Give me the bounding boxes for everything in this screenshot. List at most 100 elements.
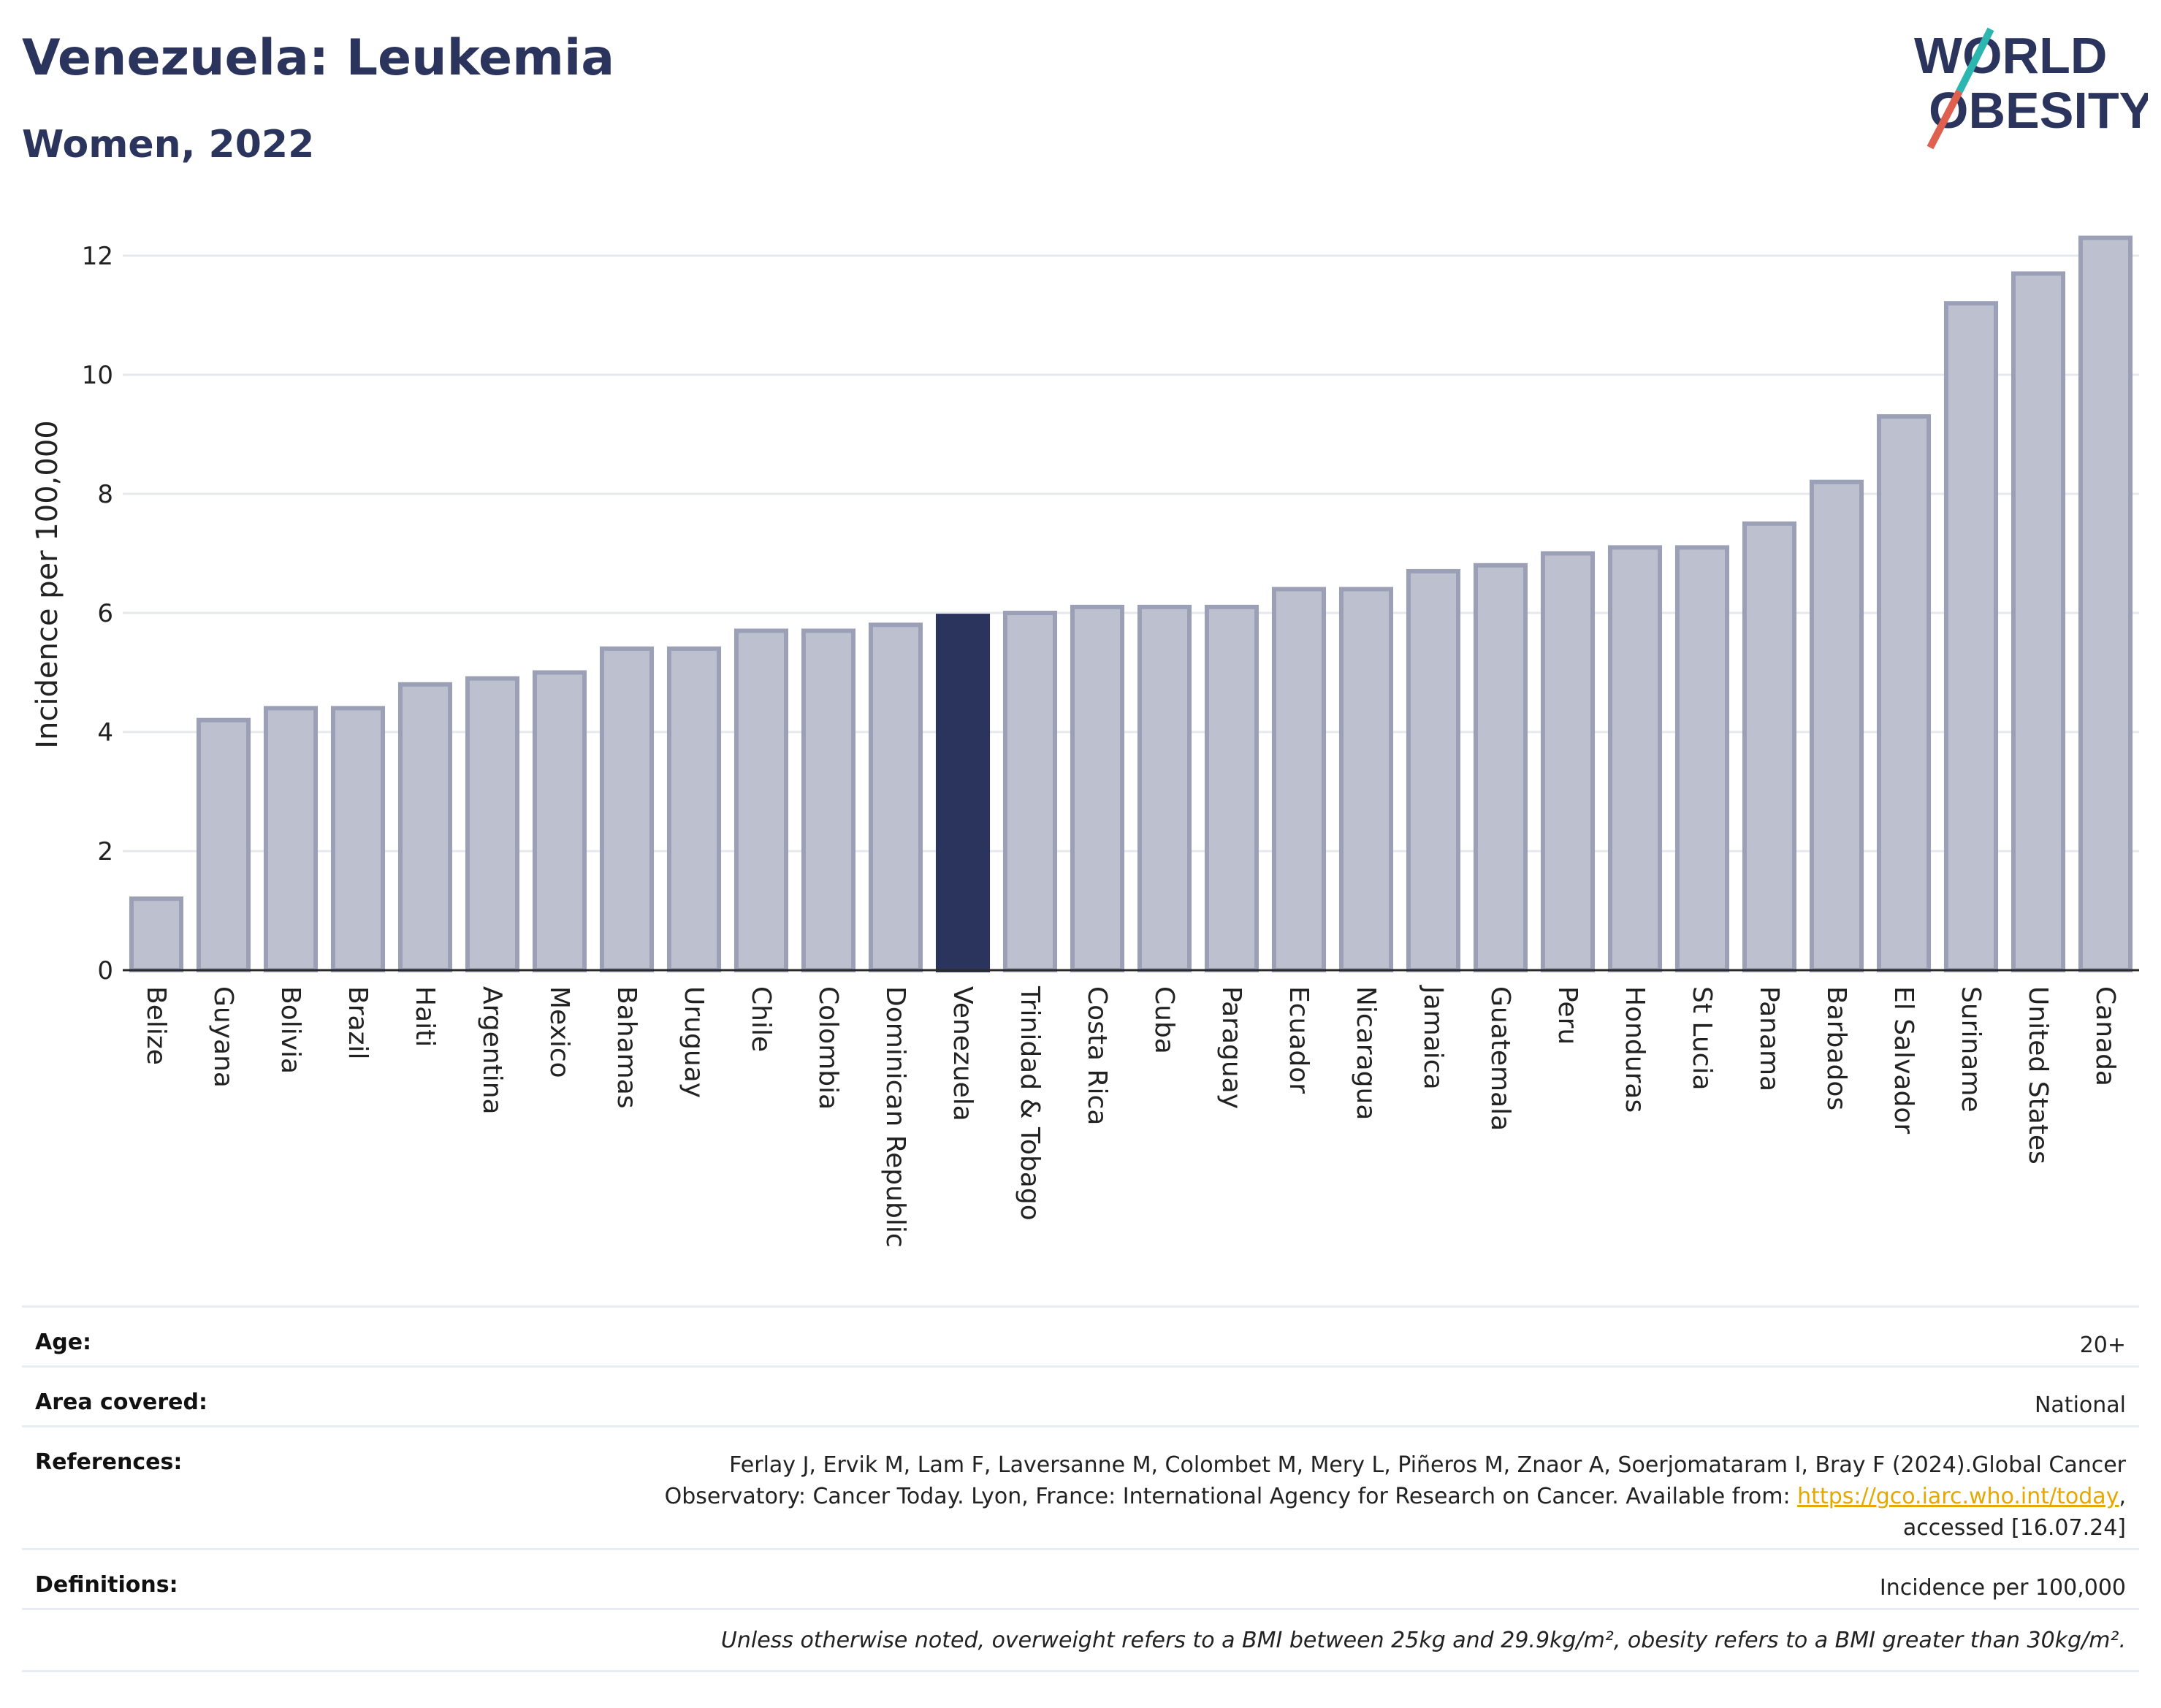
meta-divider xyxy=(22,1608,2139,1610)
definitions-label: Definitions: xyxy=(35,1572,178,1598)
references-label: References: xyxy=(35,1449,183,1475)
y-axis-ticks: 0 2 4 6 8 10 12 xyxy=(82,242,113,985)
bar-st-lucia xyxy=(1674,545,1730,972)
x-tick-label: Nicaragua xyxy=(1351,986,1381,1120)
x-tick-label: Venezuela xyxy=(948,986,977,1121)
meta-definitions-row: Definitions: Incidence per 100,000 xyxy=(22,1548,2139,1610)
age-label: Age: xyxy=(35,1330,92,1355)
x-tick-label: United States xyxy=(2023,986,2053,1164)
bar-argentina xyxy=(465,676,520,973)
footnote: Unless otherwise noted, overweight refer… xyxy=(720,1628,2126,1653)
bar-panama xyxy=(1742,521,1797,972)
meta-area-row: Area covered: National xyxy=(22,1365,2139,1427)
references-value: Ferlay J, Ervik M, Lam F, Laversanne M, … xyxy=(665,1449,2126,1544)
y-tick-label: 6 xyxy=(97,599,113,628)
bar-nicaragua xyxy=(1338,587,1394,972)
x-tick-label: El Salvador xyxy=(1889,986,1918,1134)
bottom-divider xyxy=(22,1670,2139,1672)
bars xyxy=(129,235,2133,973)
bar-paraguay xyxy=(1204,604,1259,972)
page-subtitle: Women, 2022 xyxy=(22,123,315,167)
y-axis-label: Incidence per 100,000 xyxy=(31,420,64,749)
x-tick-label: Cuba xyxy=(1149,986,1179,1054)
x-tick-label: Guatemala xyxy=(1485,986,1515,1131)
gridlines xyxy=(123,254,2139,853)
x-tick-label: Argentina xyxy=(477,986,507,1115)
bar-peru xyxy=(1540,551,1596,972)
bar-belize xyxy=(129,896,184,972)
x-tick-label: Belize xyxy=(141,986,171,1065)
y-tick-label: 8 xyxy=(97,480,113,509)
definitions-value: Incidence per 100,000 xyxy=(1879,1575,2126,1601)
x-tick-label: Bahamas xyxy=(611,986,641,1109)
x-tick-label: Paraguay xyxy=(1216,986,1246,1109)
bar-venezuela xyxy=(935,614,991,972)
bar-barbados xyxy=(1809,479,1864,972)
x-tick-label: Costa Rica xyxy=(1082,986,1112,1125)
x-tick-label: Colombia xyxy=(813,986,843,1110)
x-tick-label: Brazil xyxy=(343,986,373,1059)
references-link[interactable]: https://gco.iarc.who.int/today xyxy=(1797,1484,2119,1509)
bar-bolivia xyxy=(263,706,319,973)
x-tick-label: Panama xyxy=(1754,986,1784,1091)
references-line3: accessed [16.07.24] xyxy=(1902,1515,2126,1541)
y-tick-label: 4 xyxy=(97,718,113,747)
bar-suriname xyxy=(1943,301,1999,972)
x-tick-label: Haiti xyxy=(410,986,440,1047)
area-value: National xyxy=(2034,1392,2126,1418)
page-title: Venezuela: Leukemia xyxy=(22,29,615,87)
bar-costa-rica xyxy=(1070,604,1125,972)
x-tick-label: Barbados xyxy=(1821,986,1851,1110)
age-value: 20+ xyxy=(2079,1333,2126,1358)
x-tick-label: Dominican Republic xyxy=(880,986,910,1248)
bar-cuba xyxy=(1137,604,1192,972)
bar-dominican-republic xyxy=(868,622,923,972)
y-tick-label: 10 xyxy=(82,361,113,390)
bar-united-states xyxy=(2011,271,2066,972)
references-line1: Ferlay J, Ervik M, Lam F, Laversanne M, … xyxy=(729,1452,2126,1478)
logo-slash-red xyxy=(1926,89,1963,150)
meta-references-row: References: Ferlay J, Ervik M, Lam F, La… xyxy=(22,1425,2139,1550)
bar-ecuador xyxy=(1271,587,1327,972)
x-tick-label: Uruguay xyxy=(679,986,709,1098)
x-tick-label: Chile xyxy=(746,986,776,1052)
bar-chart: 0 2 4 6 8 10 12 Belize Guyana Bolivia Brazil Haiti… xyxy=(31,235,2139,1248)
references-line2-comma: , xyxy=(2119,1484,2126,1509)
bar-haiti xyxy=(397,682,453,972)
logo-line1: WORLD xyxy=(1914,27,2107,84)
bar-canada xyxy=(2078,235,2133,972)
bar-guatemala xyxy=(1473,563,1528,972)
bar-honduras xyxy=(1607,545,1663,972)
x-tick-label: Canada xyxy=(2090,986,2120,1086)
bar-el-salvador xyxy=(1876,414,1932,972)
y-tick-label: 12 xyxy=(82,242,113,271)
bar-brazil xyxy=(330,706,386,973)
references-line2-text: Observatory: Cancer Today. Lyon, France:… xyxy=(664,1484,1798,1509)
x-tick-label: St Lucia xyxy=(1687,986,1717,1091)
bar-colombia xyxy=(801,628,856,972)
x-tick-label: Jamaica xyxy=(1418,985,1448,1090)
x-tick-label: Honduras xyxy=(1620,986,1650,1113)
logo-slash-teal xyxy=(1956,27,1994,94)
logo-line2: OBESITY xyxy=(1929,82,2148,139)
area-label: Area covered: xyxy=(35,1389,207,1415)
meta-age-row: Age: 20+ xyxy=(22,1305,2139,1368)
bar-mexico xyxy=(532,670,587,972)
x-tick-label: Bolivia xyxy=(275,986,305,1074)
x-tick-label: Guyana xyxy=(208,986,238,1088)
bar-bahamas xyxy=(599,646,655,973)
world-obesity-logo: WORLD OBESITY xyxy=(1914,27,2148,150)
x-tick-label: Mexico xyxy=(544,986,574,1078)
x-tick-label: Trinidad & Tobago xyxy=(1015,985,1045,1221)
references-line2: Observatory: Cancer Today. Lyon, France:… xyxy=(665,1481,2126,1512)
bar-guyana xyxy=(196,717,251,972)
x-axis-labels: Belize Guyana Bolivia Brazil Haiti Argentina M… xyxy=(141,985,2120,1248)
bar-chile xyxy=(733,628,789,972)
x-tick-label: Suriname xyxy=(1956,986,1986,1113)
x-tick-label: Ecuador xyxy=(1284,986,1314,1094)
y-tick-label: 2 xyxy=(97,837,113,866)
bar-uruguay xyxy=(666,646,722,973)
y-tick-label: 0 xyxy=(97,956,113,985)
bar-jamaica xyxy=(1406,568,1461,972)
bar-trinidad-tobago xyxy=(1002,611,1058,972)
